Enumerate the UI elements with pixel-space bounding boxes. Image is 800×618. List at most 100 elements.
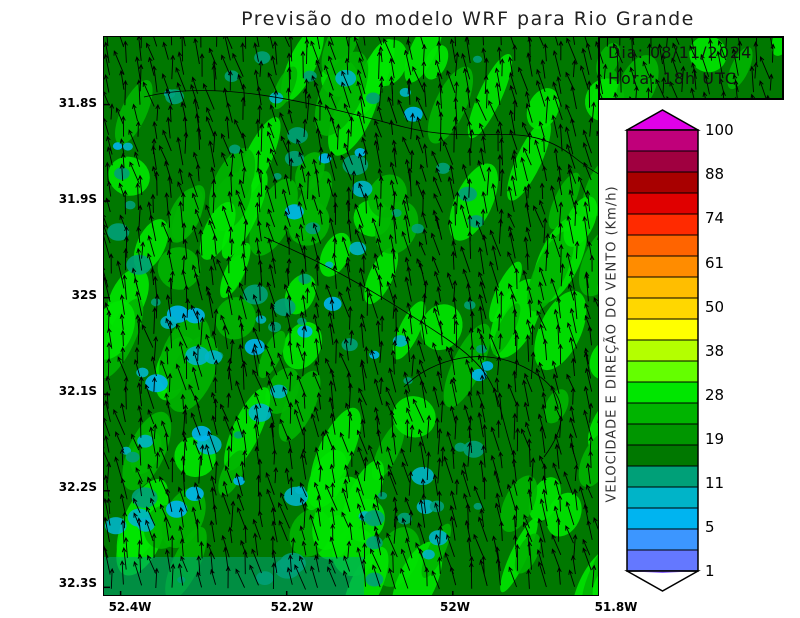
wind-arrow (675, 37, 680, 45)
wind-arrow (324, 64, 334, 91)
wind-arrow (194, 208, 203, 227)
wind-arrow (498, 218, 503, 244)
wind-arrow (568, 336, 577, 364)
wind-arrow (464, 519, 471, 542)
low-speed-patch (352, 180, 373, 198)
wind-arrow (356, 110, 366, 137)
wind-arrow (167, 175, 173, 198)
wind-arrow (298, 182, 307, 210)
wind-arrow (478, 246, 485, 275)
wind-arrow (473, 533, 484, 556)
wind-arrow (304, 38, 310, 65)
wind-arrow (556, 176, 563, 196)
wind-arrow (392, 339, 398, 364)
wind-arrow (240, 96, 246, 120)
wind-arrow (346, 372, 352, 392)
wind-arrow (345, 286, 351, 301)
wind-arrow (121, 546, 127, 570)
wind-arrow (190, 83, 200, 110)
wind-arrow (108, 253, 114, 274)
wind-arrow (449, 504, 458, 528)
wind-arrow (120, 346, 126, 364)
wind-arrow (495, 558, 501, 586)
wind-arrow (134, 346, 140, 364)
wind-arrow (328, 322, 334, 345)
wind-arrow (448, 346, 456, 375)
wind-arrow (193, 37, 200, 65)
wind-arrow (569, 416, 578, 438)
wind-arrow (566, 143, 576, 169)
wind-arrow (278, 502, 291, 529)
wind-arrow (421, 314, 428, 335)
wind-arrow (106, 180, 112, 197)
wind-arrow (717, 39, 727, 61)
low-speed-patch (335, 69, 357, 87)
wind-arrow (266, 488, 277, 513)
wind-arrow (467, 37, 470, 45)
wind-arrow (267, 208, 276, 228)
wind-arrow (175, 66, 187, 92)
wind-arrow (222, 87, 229, 106)
wind-arrow (229, 238, 235, 255)
wind-arrow (534, 139, 544, 167)
wind-arrow (463, 194, 470, 214)
wind-arrow (120, 115, 126, 137)
wind-arrow (584, 314, 592, 332)
wind-arrow (349, 450, 355, 467)
wind-arrow (252, 293, 263, 319)
wind-arrow (298, 151, 306, 168)
wind-arrow (191, 506, 199, 530)
wind-arrow (510, 37, 515, 46)
wind-arrow (618, 66, 624, 93)
wind-arrow (251, 347, 259, 376)
wind-arrow (104, 497, 111, 526)
wind-arrow (374, 493, 380, 511)
wind-arrow (241, 240, 246, 258)
wind-arrow (602, 63, 608, 80)
wind-arrow (339, 431, 349, 453)
wind-arrow (329, 368, 337, 392)
wind-arrow (495, 492, 502, 513)
wind-arrow (141, 324, 154, 348)
wind-arrow (432, 342, 441, 365)
low-speed-patch (166, 500, 188, 518)
wind-arrow (525, 252, 530, 271)
wind-arrow (146, 476, 155, 497)
wind-arrow (453, 415, 459, 440)
wind-arrow (672, 42, 681, 64)
wind-arrow (137, 539, 142, 557)
wind-arrow (454, 37, 457, 47)
y-tick-label: 32.1S (58, 384, 97, 398)
wind-arrow (241, 166, 247, 184)
wind-arrow (422, 292, 427, 317)
wind-arrow (212, 130, 218, 153)
wind-arrow (541, 136, 547, 153)
wind-arrow (388, 233, 396, 260)
wind-arrow (451, 125, 457, 153)
wind-arrow (117, 356, 128, 379)
low-speed-patch (429, 500, 445, 513)
wind-arrow (453, 319, 459, 348)
forecast-date: Dia: 08/11/2024 (608, 43, 753, 62)
low-speed-patch (422, 549, 435, 560)
wind-arrow (563, 471, 574, 496)
legend-swatch (626, 444, 699, 467)
wind-arrow (177, 486, 188, 512)
wind-arrow (180, 555, 188, 573)
wind-arrow (538, 361, 546, 380)
wind-arrow (510, 293, 517, 317)
wind-arrow (386, 532, 398, 558)
wind-arrow (389, 161, 398, 185)
low-speed-patch (297, 325, 313, 338)
wind-arrow (708, 38, 713, 61)
wind-arrow (551, 548, 561, 571)
wind-arrow (195, 343, 201, 361)
wind-arrow (541, 488, 548, 512)
speed-streak (449, 163, 498, 241)
wind-arrow (256, 149, 261, 169)
wind-arrow (499, 168, 505, 197)
low-speed-patch (185, 307, 205, 324)
wind-arrow (436, 370, 443, 392)
wind-arrow (526, 438, 532, 468)
wind-arrow (122, 189, 128, 215)
